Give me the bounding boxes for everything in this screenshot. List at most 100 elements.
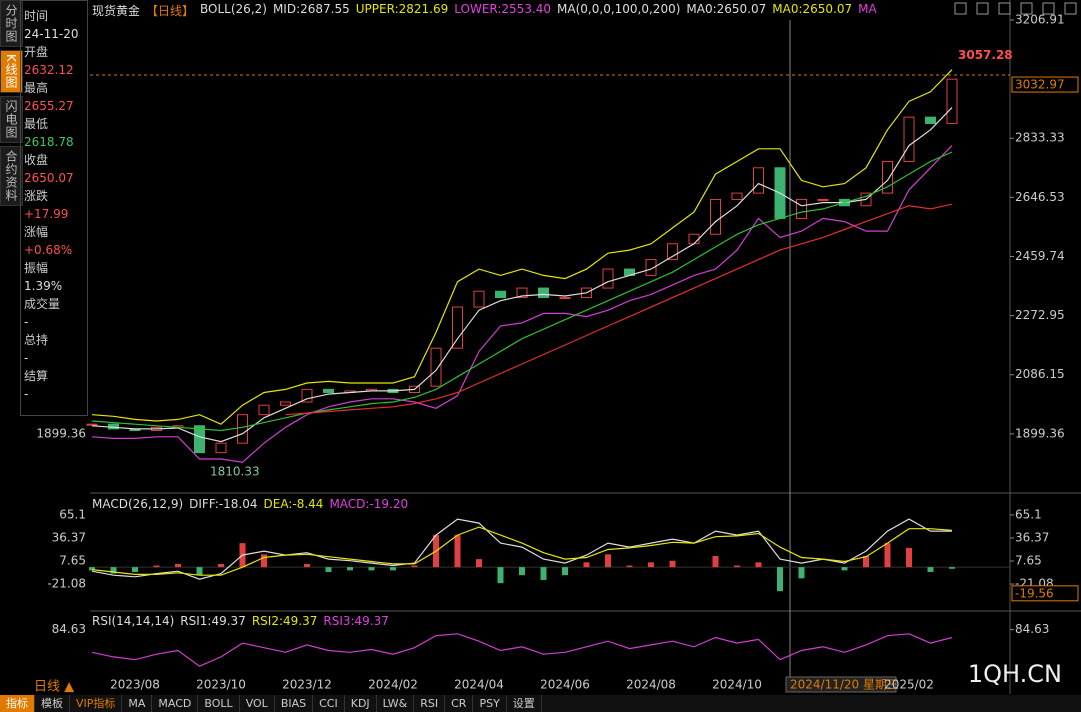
macd-bar bbox=[798, 567, 805, 579]
macd-bar bbox=[110, 567, 117, 574]
macd-bar bbox=[562, 567, 568, 576]
info-value: 2655.27 bbox=[24, 99, 74, 113]
candle bbox=[280, 401, 291, 406]
period: 【日线】 bbox=[146, 4, 195, 18]
x-tick-label: 2023/10 bbox=[196, 678, 246, 692]
last-value-box bbox=[1011, 585, 1079, 602]
toolbar-button[interactable]: PSY bbox=[473, 695, 507, 712]
macd-bar bbox=[368, 567, 375, 571]
candle bbox=[452, 306, 463, 349]
macd-bar bbox=[949, 567, 955, 569]
legend-entry: DIFF:-18.04 bbox=[189, 497, 258, 511]
series-line bbox=[285, 203, 953, 416]
macd-bar bbox=[519, 567, 525, 576]
candle bbox=[903, 116, 915, 162]
info-value: 1.39% bbox=[24, 279, 63, 293]
toolbar-button[interactable]: KDJ bbox=[345, 695, 377, 712]
macd-bar bbox=[605, 554, 611, 568]
toolbar-button[interactable]: 设置 bbox=[507, 695, 542, 712]
candle bbox=[215, 442, 227, 454]
y-tick-label-left: -21.08 bbox=[47, 577, 86, 591]
toolbar-button[interactable]: MACD bbox=[152, 695, 199, 712]
low-label: 1810.33 bbox=[210, 465, 260, 479]
candle bbox=[796, 198, 807, 219]
indicator-value: BOLL(26,2) bbox=[200, 2, 267, 16]
series-line bbox=[91, 69, 953, 425]
info-value: +17.99 bbox=[24, 207, 69, 221]
candle bbox=[645, 259, 657, 276]
x-tick-label: 2024/10 bbox=[712, 678, 762, 692]
y-tick-label: 2459.74 bbox=[1015, 249, 1065, 263]
info-label: 开盘 bbox=[24, 45, 49, 59]
series-line bbox=[91, 107, 953, 443]
toolbar-button[interactable]: BOLL bbox=[198, 695, 240, 712]
macd-bar bbox=[777, 567, 783, 592]
x-tick-label: 2023/12 bbox=[282, 678, 332, 692]
y-tick-label: 2086.15 bbox=[1015, 367, 1065, 381]
candle bbox=[86, 423, 98, 426]
info-label: 涨幅 bbox=[24, 225, 49, 239]
toolbar-button[interactable]: RSI bbox=[414, 695, 446, 712]
x-tick-label: 2024/06 bbox=[540, 678, 590, 692]
legend-entry: RSI2:49.37 bbox=[251, 614, 318, 628]
rsi-legend: RSI(14,14,14) RSI1:49.37 RSI2:49.37 RSI3:49… bbox=[92, 614, 389, 628]
macd-bar bbox=[454, 535, 461, 568]
macd-bar bbox=[669, 560, 676, 568]
macd-bar bbox=[325, 567, 332, 572]
series-line bbox=[91, 151, 953, 432]
macd-bar bbox=[841, 567, 848, 571]
cursor-date: 2024/11/20 星期三 bbox=[790, 678, 899, 692]
candle bbox=[323, 388, 334, 394]
toolbar-button[interactable]: BIAS bbox=[275, 695, 314, 712]
candle bbox=[538, 287, 549, 299]
indicator-value: MA(0,0,0,100,0,200) bbox=[557, 2, 681, 16]
y-tick-label: 65.1 bbox=[1015, 508, 1042, 522]
toolbar-button[interactable]: LW& bbox=[377, 695, 415, 712]
last-price-label: 3032.97 bbox=[1015, 78, 1065, 92]
indicator-toolbar: 指标 模板 VIP指标 MA MACD BOLL VOL BIAS CCI KDJ LW& RSI CR… bbox=[0, 695, 1081, 712]
toolbar-button[interactable]: 指标 bbox=[0, 695, 35, 712]
x-tick-label: 2025/02 bbox=[884, 678, 934, 692]
y-tick-label: 1899.36 bbox=[1015, 426, 1065, 440]
candle bbox=[753, 167, 764, 194]
y-tick-label: 3206.91 bbox=[1015, 13, 1065, 27]
macd-bar bbox=[89, 567, 95, 571]
sidebar-tab[interactable]: 分时图 bbox=[0, 0, 23, 47]
toolbar-button[interactable]: MA bbox=[122, 695, 153, 712]
sidebar-tab[interactable]: 合约资料 bbox=[0, 145, 23, 206]
cursor-date-box bbox=[785, 676, 897, 693]
info-label: 总持 bbox=[24, 333, 49, 347]
sidebar-tab[interactable]: 闪电图 bbox=[0, 95, 23, 143]
legend-entry: RSI1:49.37 bbox=[180, 614, 246, 628]
indicator-value: MA0:2650.07 bbox=[686, 2, 767, 16]
toolbar-button[interactable]: CR bbox=[445, 695, 474, 712]
candle bbox=[667, 243, 678, 261]
toolbar-button[interactable]: 模板 bbox=[35, 695, 70, 712]
candle bbox=[602, 268, 614, 289]
last-price-box bbox=[1011, 76, 1079, 93]
toolbar-button[interactable]: CCI bbox=[313, 695, 345, 712]
info-label: 时间 bbox=[24, 9, 49, 23]
high-label: 3057.28 bbox=[958, 48, 1013, 62]
legend-entry: MACD:-19.20 bbox=[329, 497, 409, 511]
candle bbox=[237, 414, 248, 444]
macd-legend: MACD(26,12,9) DIFF:-18.04 DEA:-8.44 MACD:-1… bbox=[92, 497, 408, 511]
info-panel: 时间 24-11-20 开盘 2632.12 最高 2655.27 最低 2618.78 收盘 2… bbox=[20, 0, 88, 416]
candle bbox=[817, 198, 829, 201]
plot-bg bbox=[90, 0, 1010, 694]
info-label: 成交量 bbox=[24, 297, 61, 311]
toolbar-button[interactable]: VIP指标 bbox=[70, 695, 123, 712]
candle bbox=[516, 287, 528, 299]
candle bbox=[301, 388, 313, 403]
indicator-value: MA bbox=[858, 2, 877, 16]
info-value: - bbox=[24, 387, 29, 401]
candle bbox=[882, 160, 893, 194]
instrument: 现货黄金 bbox=[92, 4, 141, 18]
info-value: 24-11-20 bbox=[24, 27, 79, 41]
sidebar-tab[interactable]: K线图 bbox=[0, 50, 23, 93]
info-value: 2650.07 bbox=[24, 171, 74, 185]
toolbar-button[interactable]: VOL bbox=[240, 695, 275, 712]
indicator-title: MACD(26,12,9) bbox=[92, 497, 184, 511]
macd-bar bbox=[175, 563, 181, 568]
macd-bar bbox=[884, 543, 891, 568]
